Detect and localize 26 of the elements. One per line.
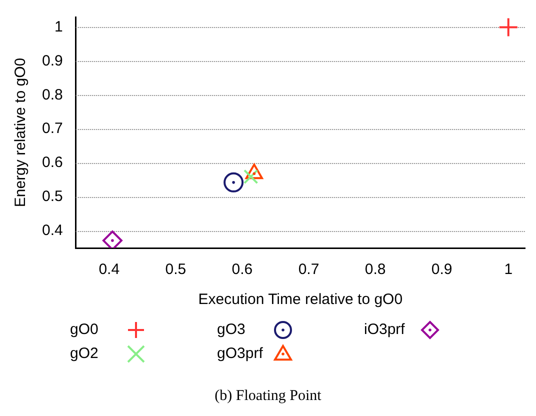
point: [102, 230, 122, 248]
legend-label: gO2: [70, 345, 98, 362]
x-tick-label: 1: [504, 261, 513, 278]
text: (b) Floating Point: [214, 388, 322, 405]
x-tick-label: 0.7: [298, 261, 320, 278]
legend-label: gO3prf: [217, 345, 264, 362]
x-tick-label: 0.5: [165, 261, 186, 278]
y-tick-label: 0.7: [42, 120, 63, 138]
y-axis-title: Energy relative to gO0: [12, 58, 30, 208]
x-tick-label: 0.8: [364, 261, 386, 278]
legend-label: iO3prf: [364, 321, 406, 338]
y-tick-label: 0.6: [42, 154, 63, 172]
x-tick-label: 0.9: [431, 261, 452, 278]
x-axis-title: Execution Time relative to gO0: [198, 291, 403, 308]
y-tick-label: 0.9: [42, 52, 63, 70]
y-tick-label: 0.8: [42, 86, 63, 104]
point: [224, 172, 244, 192]
legend-label: gO3: [217, 321, 246, 338]
point: [245, 164, 263, 180]
x-tick-label: 0.6: [232, 261, 253, 278]
legend-label: gO0: [70, 321, 98, 338]
point: [498, 17, 518, 38]
y-tick-label: 0.4: [42, 222, 63, 240]
x-tick-label: 0.4: [98, 261, 120, 278]
y-tick-label: 1: [54, 18, 63, 36]
y-tick-label: 0.5: [42, 188, 63, 206]
